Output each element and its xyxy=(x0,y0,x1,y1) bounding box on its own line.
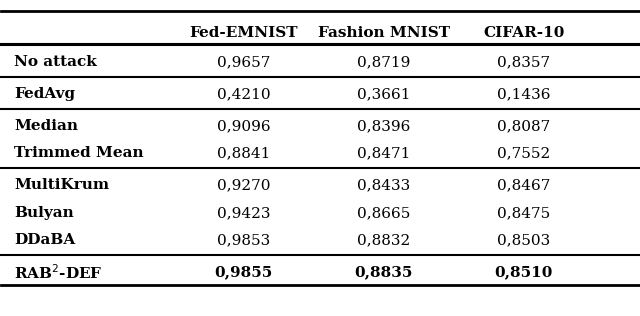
Text: Median: Median xyxy=(14,119,78,133)
Text: Bulyan: Bulyan xyxy=(14,206,74,220)
Text: 0,3661: 0,3661 xyxy=(357,87,410,101)
Text: 0,8475: 0,8475 xyxy=(497,206,550,220)
Text: 0,9855: 0,9855 xyxy=(214,265,273,279)
Text: RAB$^2$-DEF: RAB$^2$-DEF xyxy=(14,263,103,282)
Text: 0,8510: 0,8510 xyxy=(495,265,553,279)
Text: 0,8841: 0,8841 xyxy=(217,146,270,160)
Text: 0,8665: 0,8665 xyxy=(357,206,410,220)
Text: 0,9096: 0,9096 xyxy=(217,119,270,133)
Text: CIFAR-10: CIFAR-10 xyxy=(483,26,564,40)
Text: Fed-EMNIST: Fed-EMNIST xyxy=(189,26,298,40)
Text: DDaBA: DDaBA xyxy=(14,234,76,247)
Text: 0,8835: 0,8835 xyxy=(355,265,413,279)
Text: 0,8832: 0,8832 xyxy=(357,234,410,247)
Text: 0,9423: 0,9423 xyxy=(217,206,270,220)
Text: FedAvg: FedAvg xyxy=(14,87,76,101)
Text: 0,9270: 0,9270 xyxy=(217,178,270,192)
Text: 0,8467: 0,8467 xyxy=(497,178,550,192)
Text: 0,8396: 0,8396 xyxy=(357,119,410,133)
Text: Fashion MNIST: Fashion MNIST xyxy=(317,26,450,40)
Text: MultiKrum: MultiKrum xyxy=(14,178,109,192)
Text: 0,9853: 0,9853 xyxy=(217,234,270,247)
Text: 0,7552: 0,7552 xyxy=(497,146,550,160)
Text: 0,1436: 0,1436 xyxy=(497,87,550,101)
Text: 0,8357: 0,8357 xyxy=(497,55,550,69)
Text: 0,8471: 0,8471 xyxy=(357,146,410,160)
Text: 0,8719: 0,8719 xyxy=(357,55,410,69)
Text: No attack: No attack xyxy=(14,55,97,69)
Text: 0,9657: 0,9657 xyxy=(217,55,270,69)
Text: 0,8087: 0,8087 xyxy=(497,119,550,133)
Text: 0,8503: 0,8503 xyxy=(497,234,550,247)
Text: 0,4210: 0,4210 xyxy=(217,87,270,101)
Text: Trimmed Mean: Trimmed Mean xyxy=(14,146,144,160)
Text: 0,8433: 0,8433 xyxy=(357,178,410,192)
